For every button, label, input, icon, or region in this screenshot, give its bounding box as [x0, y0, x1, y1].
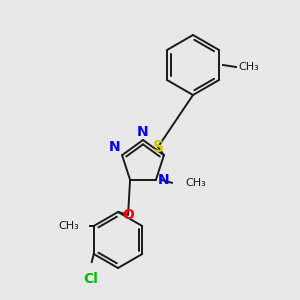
Text: CH₃: CH₃ [238, 62, 259, 72]
Text: N: N [158, 173, 170, 187]
Text: N: N [137, 125, 149, 139]
Text: CH₃: CH₃ [185, 178, 206, 188]
Text: Cl: Cl [83, 272, 98, 286]
Text: N: N [109, 140, 120, 154]
Text: S: S [152, 140, 164, 154]
Text: O: O [122, 208, 134, 222]
Text: CH₃: CH₃ [58, 221, 79, 231]
